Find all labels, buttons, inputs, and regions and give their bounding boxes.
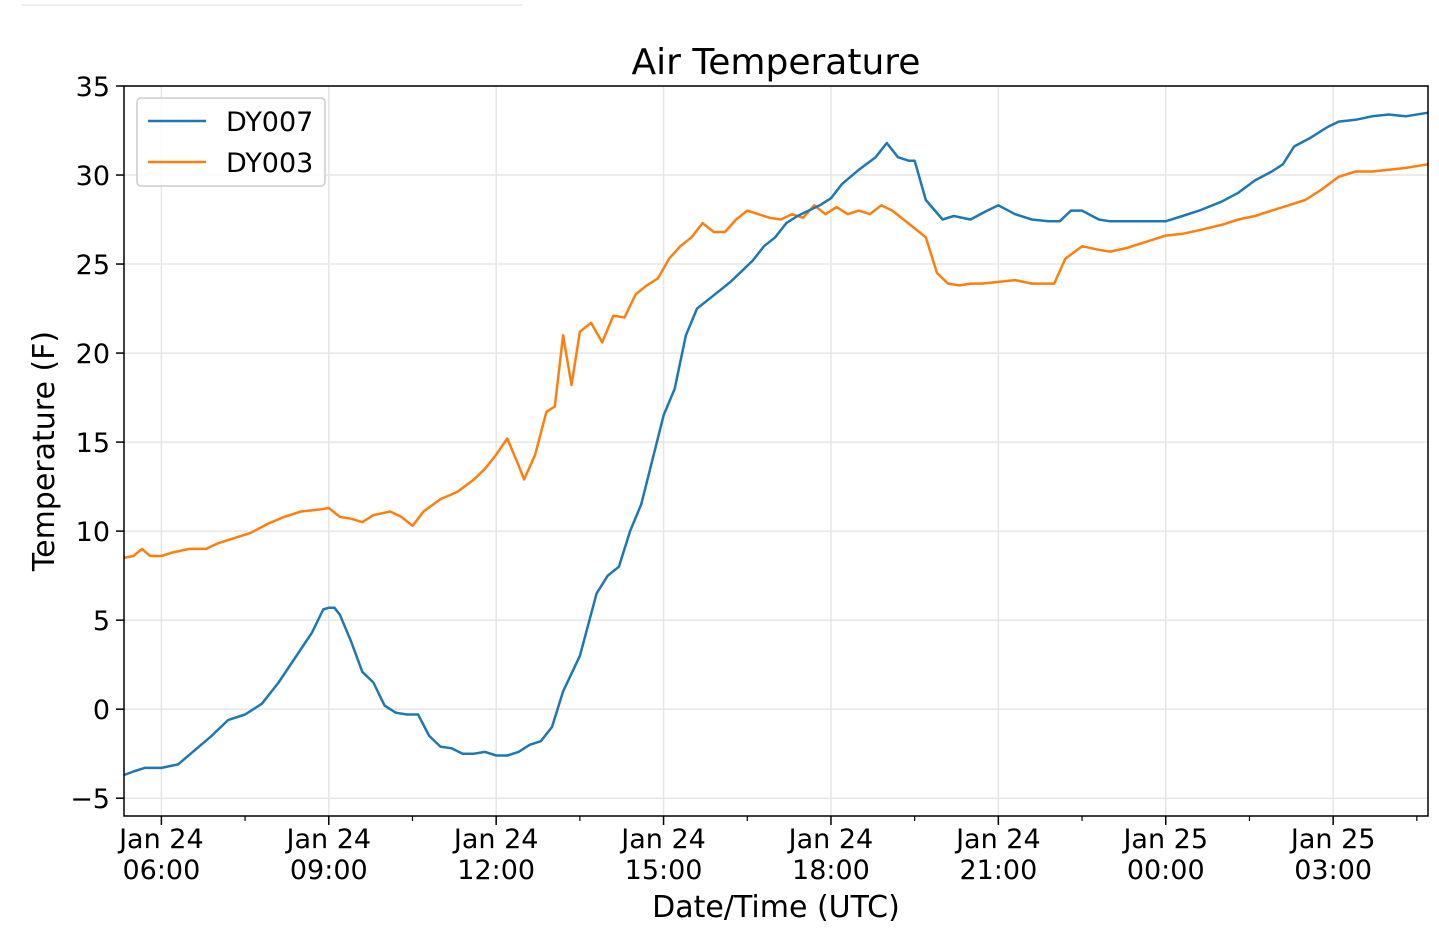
x-tick-label-time: 03:00 (1294, 855, 1372, 886)
x-tick-label-date: Jan 24 (619, 824, 706, 855)
y-tick-label: 10 (76, 517, 110, 548)
x-tick-label-date: Jan 24 (117, 824, 204, 855)
x-tick-label-time: 09:00 (290, 855, 368, 886)
series-line-dy007 (123, 111, 1429, 777)
x-tick-label-date: Jan 24 (787, 824, 874, 855)
x-tick-label-date: Jan 25 (1121, 824, 1208, 855)
y-tick-label: 0 (93, 695, 110, 726)
chart-title: Air Temperature (632, 42, 921, 83)
series-lines (123, 111, 1429, 777)
series-line-dy003 (123, 163, 1429, 560)
x-tick-label-time: 00:00 (1127, 855, 1205, 886)
y-tick-label: 35 (76, 72, 110, 103)
x-tick-label-date: Jan 24 (452, 824, 539, 855)
x-tick-label-date: Jan 25 (1289, 824, 1376, 855)
legend-label-dy007: DY007 (226, 107, 313, 138)
x-tick-label-time: 21:00 (959, 855, 1037, 886)
y-tick-label: −5 (70, 784, 110, 815)
x-tick-label-time: 06:00 (122, 855, 200, 886)
y-tick-label: 30 (76, 161, 110, 192)
y-tick-label: 5 (93, 606, 110, 637)
plot-frame (123, 85, 1429, 817)
x-axis-label: Date/Time (UTC) (652, 890, 900, 925)
y-tick-label: 15 (76, 428, 110, 459)
legend: DY007 DY003 (136, 97, 326, 187)
x-tick-label-time: 12:00 (457, 855, 535, 886)
y-axis-ticks: −5 0 5 10 15 20 25 30 35 (70, 72, 124, 815)
x-tick-label-date: Jan 24 (954, 824, 1041, 855)
y-tick-label: 20 (76, 339, 110, 370)
y-tick-label: 25 (76, 250, 110, 281)
x-tick-label-time: 15:00 (625, 855, 703, 886)
x-tick-label-time: 18:00 (792, 855, 870, 886)
legend-label-dy003: DY003 (226, 148, 313, 179)
y-axis-label: Temperature (F) (27, 331, 62, 572)
x-tick-label-date: Jan 24 (284, 824, 371, 855)
